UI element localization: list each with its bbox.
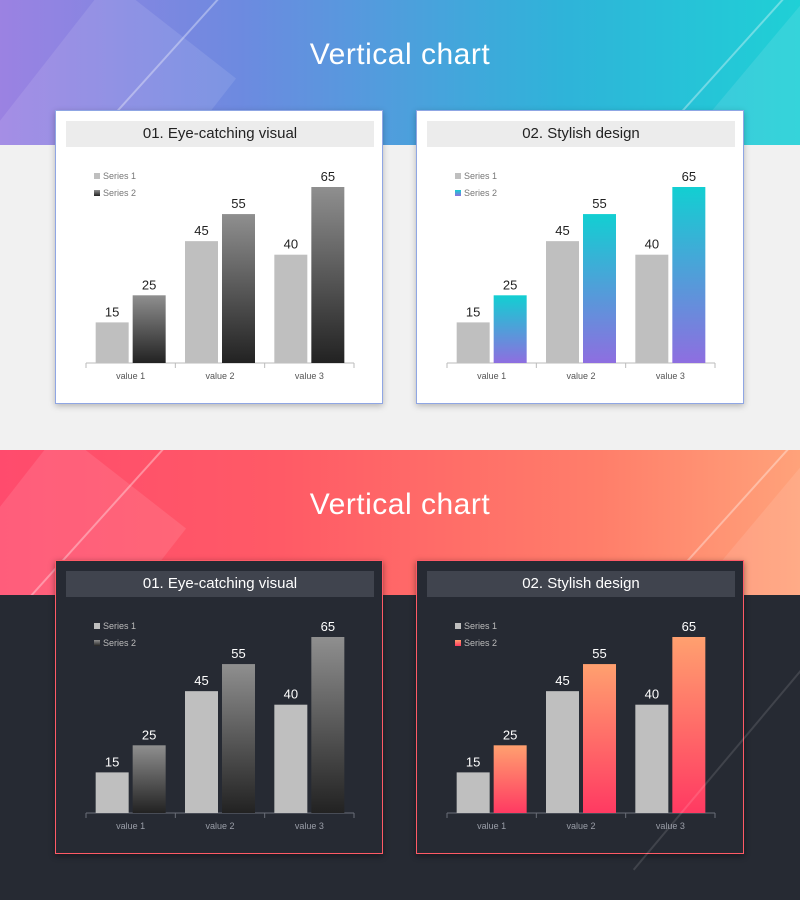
chart-card: 01. Eye-catching visual Series 1 Series 2… bbox=[55, 560, 383, 854]
bar bbox=[583, 664, 616, 813]
bar bbox=[222, 214, 255, 363]
bar bbox=[274, 254, 308, 363]
bar bbox=[456, 322, 490, 363]
data-label: 55 bbox=[592, 196, 606, 211]
x-tick-label: value 1 bbox=[116, 821, 145, 831]
data-label: 15 bbox=[466, 304, 480, 319]
x-tick-label: value 3 bbox=[295, 371, 324, 381]
card-title: 01. Eye-catching visual bbox=[66, 571, 374, 597]
data-label: 55 bbox=[592, 646, 606, 661]
legend-label: Series 2 bbox=[464, 188, 497, 198]
bar bbox=[493, 745, 527, 813]
bar bbox=[95, 772, 129, 813]
bar-chart: Series 1 Series 2 15 25 value 1 45 55 value 2 40… bbox=[446, 169, 716, 381]
legend-swatch bbox=[94, 190, 100, 196]
data-label: 15 bbox=[105, 754, 119, 769]
chart-card: 01. Eye-catching visual Series 1 Series 2… bbox=[55, 110, 383, 404]
bar bbox=[546, 241, 579, 363]
section-title: Vertical chart bbox=[309, 38, 491, 71]
dark-section: Vertical chart 01. Eye-catching visual S… bbox=[0, 450, 800, 900]
bar bbox=[493, 295, 527, 363]
data-label: 55 bbox=[231, 196, 245, 211]
bar bbox=[635, 704, 669, 813]
legend-swatch bbox=[94, 173, 100, 179]
legend-swatch bbox=[455, 623, 461, 629]
x-tick-label: value 2 bbox=[205, 371, 234, 381]
data-label: 25 bbox=[142, 727, 156, 742]
bar bbox=[311, 187, 345, 363]
data-label: 40 bbox=[284, 237, 298, 252]
bar bbox=[274, 704, 308, 813]
bar bbox=[185, 691, 218, 813]
x-tick-label: value 2 bbox=[566, 371, 595, 381]
bar bbox=[635, 254, 669, 363]
legend-swatch bbox=[455, 640, 461, 646]
data-label: 65 bbox=[682, 169, 696, 184]
data-label: 25 bbox=[142, 277, 156, 292]
data-label: 25 bbox=[503, 277, 517, 292]
card-title: 02. Stylish design bbox=[427, 121, 735, 147]
bar-chart: Series 1 Series 2 15 25 value 1 45 55 value 2 40… bbox=[85, 619, 355, 831]
bar bbox=[132, 295, 166, 363]
bar bbox=[546, 691, 579, 813]
data-label: 15 bbox=[466, 754, 480, 769]
card-title: 02. Stylish design bbox=[427, 571, 735, 597]
x-tick-label: value 3 bbox=[656, 821, 685, 831]
chart-card: 02. Stylish design Series 1 Series 2 15 25 v… bbox=[416, 560, 744, 854]
bar bbox=[311, 637, 345, 813]
legend-label: Series 1 bbox=[103, 171, 136, 181]
legend-swatch bbox=[94, 623, 100, 629]
card-title: 01. Eye-catching visual bbox=[66, 121, 374, 147]
data-label: 40 bbox=[645, 237, 659, 252]
x-tick-label: value 1 bbox=[116, 371, 145, 381]
bar bbox=[456, 772, 490, 813]
bar bbox=[222, 664, 255, 813]
x-tick-label: value 1 bbox=[477, 371, 506, 381]
data-label: 45 bbox=[194, 223, 208, 238]
legend-label: Series 1 bbox=[103, 621, 136, 631]
legend-label: Series 1 bbox=[464, 171, 497, 181]
x-tick-label: value 2 bbox=[205, 821, 234, 831]
x-tick-label: value 1 bbox=[477, 821, 506, 831]
bar bbox=[583, 214, 616, 363]
bar bbox=[672, 187, 706, 363]
bar-chart: Series 1 Series 2 15 25 value 1 45 55 value 2 40… bbox=[446, 619, 716, 831]
data-label: 45 bbox=[555, 223, 569, 238]
legend-swatch bbox=[455, 173, 461, 179]
x-tick-label: value 2 bbox=[566, 821, 595, 831]
data-label: 55 bbox=[231, 646, 245, 661]
legend-label: Series 2 bbox=[103, 188, 136, 198]
x-tick-label: value 3 bbox=[295, 821, 324, 831]
bar-chart: Series 1 Series 2 15 25 value 1 45 55 value 2 40… bbox=[85, 169, 355, 381]
data-label: 65 bbox=[321, 169, 335, 184]
section-title: Vertical chart bbox=[309, 488, 491, 521]
data-label: 45 bbox=[194, 673, 208, 688]
x-tick-label: value 3 bbox=[656, 371, 685, 381]
legend-label: Series 1 bbox=[464, 621, 497, 631]
bar bbox=[672, 637, 706, 813]
data-label: 40 bbox=[284, 687, 298, 702]
legend-label: Series 2 bbox=[464, 638, 497, 648]
bar bbox=[132, 745, 166, 813]
data-label: 40 bbox=[645, 687, 659, 702]
legend-swatch bbox=[94, 640, 100, 646]
data-label: 25 bbox=[503, 727, 517, 742]
bar bbox=[185, 241, 218, 363]
data-label: 65 bbox=[321, 619, 335, 634]
legend-label: Series 2 bbox=[103, 638, 136, 648]
data-label: 15 bbox=[105, 304, 119, 319]
data-label: 65 bbox=[682, 619, 696, 634]
light-section: Vertical chart 01. Eye-catching visual S… bbox=[0, 0, 800, 450]
legend-swatch bbox=[455, 190, 461, 196]
data-label: 45 bbox=[555, 673, 569, 688]
bar bbox=[95, 322, 129, 363]
chart-card: 02. Stylish design Series 1 Series 2 15 25 v… bbox=[416, 110, 744, 404]
